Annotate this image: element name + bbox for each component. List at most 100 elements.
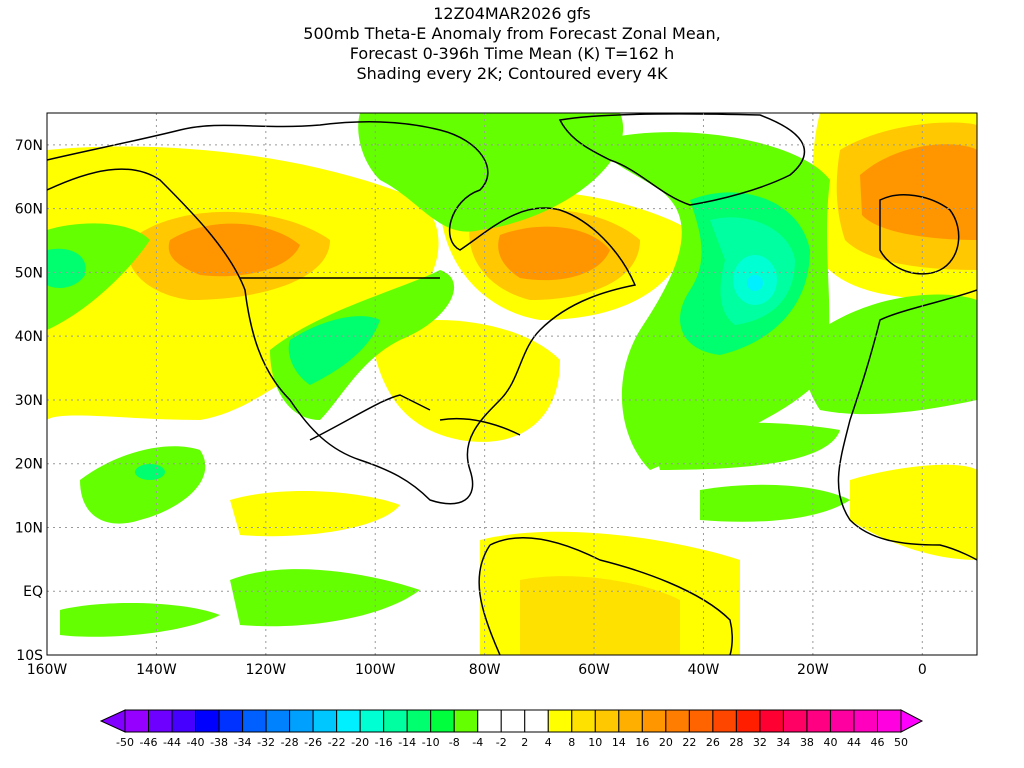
colorbar-swatch	[759, 709, 784, 733]
anomaly-region	[860, 144, 977, 240]
lon-tick-label: 80W	[469, 662, 501, 678]
colorbar-swatch	[524, 709, 549, 733]
lon-tick-label: 40W	[688, 662, 720, 678]
colorbar: -50 -46 -44 -40 -38 -34 -32 -28 -26 -22 -20 -16 -14-…	[99, 709, 924, 749]
colorbar-swatch	[218, 709, 244, 733]
colorbar-swatch	[571, 709, 596, 733]
colorbar-swatch	[453, 709, 479, 733]
anomaly-region	[288, 316, 380, 385]
colorbar-swatch	[876, 709, 902, 733]
colorbar-label: 50	[894, 736, 908, 749]
colorbar-swatch	[195, 709, 220, 733]
lat-tick-label: 70N	[15, 138, 43, 154]
colorbar-swatch	[383, 709, 408, 733]
anomaly-region	[805, 294, 977, 415]
colorbar-label: 20	[659, 736, 673, 749]
colorbar-swatch	[853, 709, 878, 733]
colorbar-label: -40	[187, 736, 205, 749]
colorbar-label: 44	[847, 736, 861, 749]
colorbar-label: 22	[682, 736, 696, 749]
colorbar-label: -44	[163, 736, 181, 749]
colorbar-label: -28	[281, 736, 299, 749]
europe-coast	[879, 194, 960, 275]
colorbar-label: 46	[870, 736, 884, 749]
colorbar-over-triangle	[900, 709, 924, 733]
anomaly-region	[80, 446, 206, 524]
map-frame	[46, 112, 978, 656]
anomaly-region	[700, 484, 850, 522]
colorbar-label: 14	[612, 736, 626, 749]
colorbar-label: -46	[140, 736, 158, 749]
anomaly-region	[498, 226, 610, 281]
south-america-coast	[478, 537, 733, 655]
colorbar-swatch	[289, 709, 314, 733]
anomaly-region	[850, 464, 977, 560]
lon-tick-label: 120W	[246, 662, 287, 678]
title-line-1: 12Z04MAR2026 gfs	[433, 4, 591, 23]
colorbar-label: -4	[472, 736, 483, 749]
colorbar-swatch	[782, 709, 808, 733]
colorbar-label: 28	[729, 736, 743, 749]
lat-tick-label: 40N	[15, 329, 43, 345]
colorbar-swatch	[665, 709, 690, 733]
lon-tick-label: 160W	[27, 662, 68, 678]
colorbar-swatch	[641, 709, 667, 733]
title-line-2: 500mb Theta-E Anomaly from Forecast Zona…	[303, 24, 721, 43]
cuba-coast	[439, 417, 521, 436]
anomaly-region	[47, 248, 86, 288]
colorbar-label: -34	[234, 736, 252, 749]
lat-tick-label: 10S	[16, 648, 43, 664]
colorbar-label: -2	[496, 736, 507, 749]
colorbar-label: -38	[210, 736, 228, 749]
colorbar-label: 38	[800, 736, 814, 749]
colorbar-label: -32	[257, 736, 275, 749]
anomaly-region	[168, 223, 300, 277]
title-line-3: Forecast 0-396h Time Mean (K) T=162 h	[349, 44, 675, 63]
europe-africa-coast	[837, 289, 977, 561]
colorbar-label: -14	[398, 736, 416, 749]
colorbar-swatch	[806, 709, 831, 733]
colorbar-swatch	[477, 709, 502, 733]
lon-tick-label: 20W	[797, 662, 829, 678]
lon-tick-label: 60W	[578, 662, 610, 678]
colorbar-swatch	[359, 709, 385, 733]
coastlines	[47, 113, 977, 655]
colorbar-swatch	[594, 709, 620, 733]
title-line-4: Shading every 2K; Contoured every 4K	[356, 64, 668, 83]
colorbar-swatch	[265, 709, 291, 733]
colorbar-label: 2	[521, 736, 528, 749]
colorbar-swatch	[406, 709, 432, 733]
anomaly-region	[520, 576, 680, 655]
colorbar-label: -20	[351, 736, 369, 749]
colorbar-label: 16	[635, 736, 649, 749]
lat-tick-label: 60N	[15, 202, 43, 218]
colorbar-swatch	[829, 709, 855, 733]
anomaly-region	[230, 490, 400, 537]
colorbar-swatch	[148, 709, 173, 733]
lat-tick-label: 10N	[15, 520, 43, 536]
colorbar-label: -16	[375, 736, 393, 749]
colorbar-swatch	[124, 709, 150, 733]
colorbar-swatch	[336, 709, 361, 733]
colorbar-swatch	[171, 709, 197, 733]
lat-tick-label: 20N	[15, 457, 43, 473]
lon-tick-label: 100W	[355, 662, 396, 678]
colorbar-swatch	[430, 709, 455, 733]
lat-tick-label: 30N	[15, 393, 43, 409]
colorbar-label: -10	[422, 736, 440, 749]
anomaly-region	[747, 275, 763, 291]
lat-tick-label: 50N	[15, 265, 43, 281]
us-border	[240, 277, 440, 441]
colorbar-swatch	[500, 709, 526, 733]
axis-ticks: 160W 140W 120W 100W 80W 60W 40W 20W 0 70N 60N 50N 40…	[15, 138, 927, 678]
colorbar-swatch	[242, 709, 267, 733]
anomaly-region	[650, 422, 840, 470]
anomaly-region	[47, 223, 150, 330]
colorbar-swatch	[735, 709, 761, 733]
colorbar-swatch	[547, 709, 573, 733]
colorbar-label: -26	[304, 736, 322, 749]
anomaly-region	[370, 320, 560, 442]
colorbar-swatch	[688, 709, 714, 733]
